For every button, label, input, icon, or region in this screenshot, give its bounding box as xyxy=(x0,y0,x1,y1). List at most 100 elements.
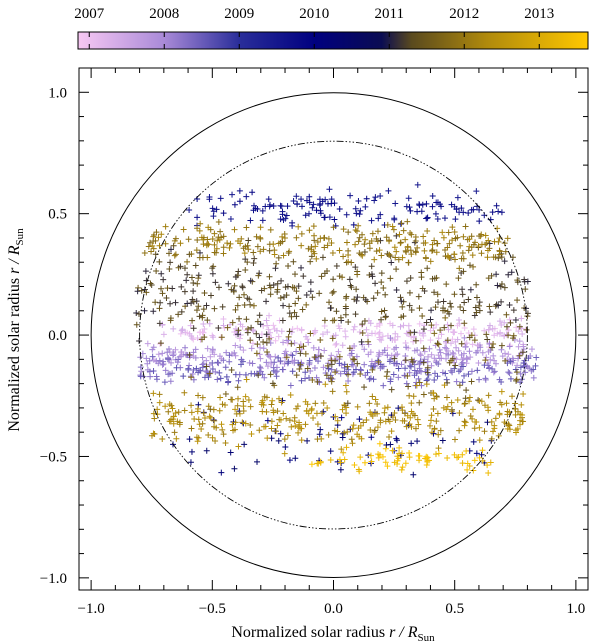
data-point xyxy=(350,355,357,362)
data-point xyxy=(355,238,362,245)
data-point xyxy=(274,289,281,296)
data-point xyxy=(249,360,256,367)
data-point xyxy=(181,407,188,414)
data-point xyxy=(311,354,318,361)
data-point xyxy=(439,229,446,236)
data-point xyxy=(239,284,246,291)
data-point xyxy=(263,298,270,305)
data-point xyxy=(443,406,450,413)
data-point xyxy=(218,469,225,476)
data-point xyxy=(451,436,458,443)
data-point xyxy=(441,215,448,222)
data-point xyxy=(351,342,358,349)
data-point xyxy=(459,249,466,256)
data-point xyxy=(259,408,266,415)
data-point xyxy=(456,409,463,416)
data-point xyxy=(355,425,362,432)
data-point xyxy=(389,447,396,454)
data-point xyxy=(188,300,195,307)
data-point xyxy=(327,456,334,463)
data-point xyxy=(498,209,505,216)
data-point xyxy=(354,431,361,438)
data-point xyxy=(415,375,422,382)
data-point xyxy=(405,322,412,329)
data-point xyxy=(263,317,270,324)
data-point xyxy=(405,383,412,390)
data-point xyxy=(236,198,243,205)
data-point xyxy=(381,405,388,412)
data-point xyxy=(406,289,413,296)
data-point xyxy=(317,459,324,466)
data-point xyxy=(324,268,331,275)
data-point xyxy=(178,352,185,359)
data-point xyxy=(356,328,363,335)
data-point xyxy=(318,273,325,280)
data-point xyxy=(465,371,472,378)
data-point xyxy=(314,378,321,385)
data-point xyxy=(214,237,221,244)
data-point xyxy=(495,432,502,439)
data-point xyxy=(512,317,519,324)
data-point xyxy=(510,307,517,314)
data-point xyxy=(198,426,205,433)
data-point xyxy=(291,340,298,347)
data-point xyxy=(269,380,276,387)
data-point xyxy=(143,289,150,296)
data-point xyxy=(216,369,223,376)
data-point xyxy=(403,203,410,210)
data-point xyxy=(356,234,363,241)
data-point xyxy=(153,229,160,236)
data-point xyxy=(473,188,480,195)
data-point xyxy=(341,402,348,409)
data-point xyxy=(190,298,197,305)
data-point xyxy=(222,440,229,447)
data-point xyxy=(277,202,284,209)
data-point xyxy=(257,224,264,231)
data-point xyxy=(136,338,143,345)
data-point xyxy=(304,437,311,444)
data-point xyxy=(170,351,177,358)
data-point xyxy=(245,237,252,244)
data-point xyxy=(415,293,422,300)
data-point xyxy=(340,253,347,260)
data-point xyxy=(435,445,442,452)
data-point xyxy=(472,239,479,246)
data-point xyxy=(345,318,352,325)
data-point xyxy=(410,471,417,478)
data-point xyxy=(164,354,171,361)
data-point xyxy=(174,418,181,425)
data-point xyxy=(343,370,350,377)
data-point xyxy=(457,303,464,310)
data-point xyxy=(342,295,349,302)
data-point xyxy=(298,360,305,367)
data-point xyxy=(192,346,199,353)
data-point xyxy=(433,249,440,256)
data-point xyxy=(137,373,144,380)
data-point xyxy=(253,350,260,357)
data-point xyxy=(414,208,421,215)
data-point xyxy=(404,372,411,379)
data-point xyxy=(332,341,339,348)
data-point xyxy=(433,418,440,425)
data-point xyxy=(485,362,492,369)
data-point xyxy=(266,273,273,280)
data-point xyxy=(329,290,336,297)
data-point xyxy=(488,344,495,351)
data-point xyxy=(461,400,468,407)
data-point xyxy=(273,260,280,267)
data-point xyxy=(367,452,374,459)
data-point xyxy=(321,347,328,354)
data-point xyxy=(194,237,201,244)
data-point xyxy=(281,450,288,457)
data-point xyxy=(437,427,444,434)
data-point xyxy=(473,349,480,356)
data-point xyxy=(274,422,281,429)
data-point xyxy=(363,326,370,333)
data-point xyxy=(453,344,460,351)
data-point xyxy=(231,282,238,289)
data-point xyxy=(431,330,438,337)
data-point xyxy=(463,447,470,454)
data-point xyxy=(420,345,427,352)
data-point xyxy=(277,216,284,223)
